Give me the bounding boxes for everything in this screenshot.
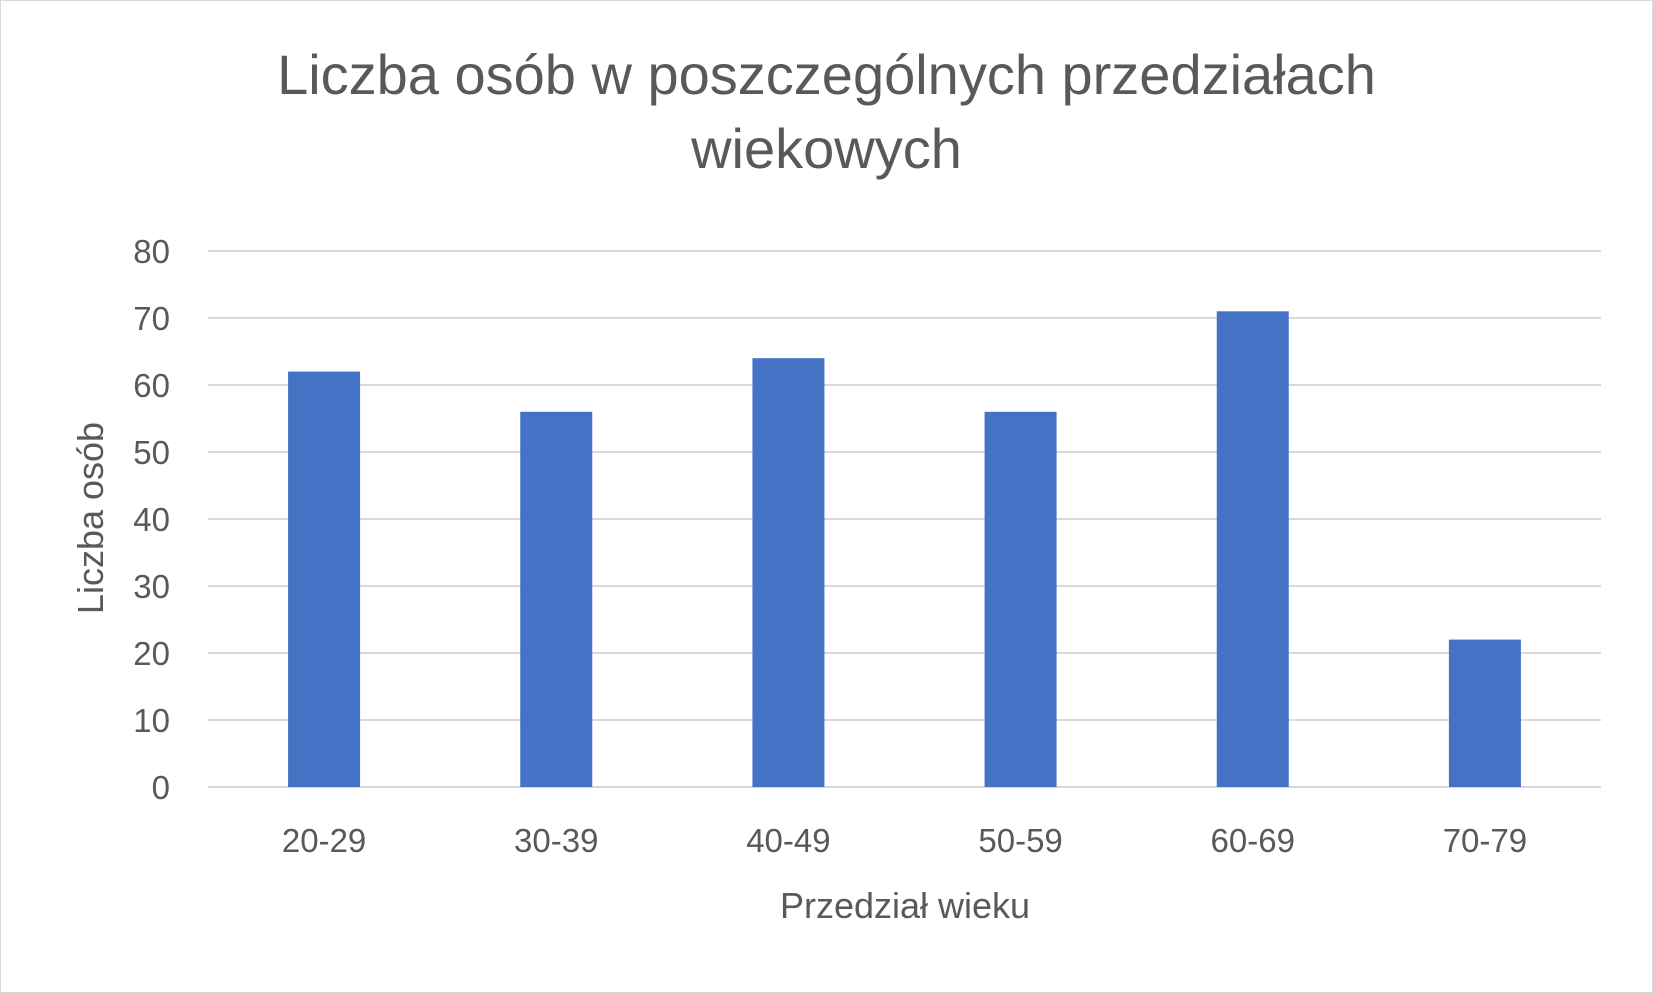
y-tick-label: 10: [133, 702, 170, 739]
y-tick-label: 50: [133, 434, 170, 471]
chart-title: Liczba osób w poszczególnych przedziałac…: [277, 43, 1376, 180]
x-tick-label: 60-69: [1211, 822, 1295, 859]
y-tick-label: 0: [152, 769, 170, 806]
x-tick-label: 50-59: [978, 822, 1062, 859]
bar-50-59: [984, 411, 1057, 787]
x-tick-label: 70-79: [1443, 822, 1527, 859]
y-tick-label: 40: [133, 501, 170, 538]
bar-40-49: [752, 358, 825, 787]
gridlines: [208, 250, 1601, 788]
bar-30-39: [520, 411, 593, 787]
x-tick-label: 30-39: [514, 822, 598, 859]
bars: [288, 311, 1521, 787]
x-tick-label: 20-29: [282, 822, 366, 859]
x-tick-labels: 20-29 30-39 40-49 50-59 60-69 70-79: [282, 822, 1527, 859]
y-tick-label: 20: [133, 635, 170, 672]
y-tick-label: 70: [133, 300, 170, 337]
x-axis-title: Przedział wieku: [780, 885, 1030, 926]
y-tick-label: 60: [133, 367, 170, 404]
bar-20-29: [288, 371, 361, 787]
bar-70-79: [1448, 639, 1521, 787]
x-tick-label: 40-49: [746, 822, 830, 859]
y-tick-label: 80: [133, 233, 170, 270]
bar-60-69: [1216, 311, 1289, 787]
y-axis-title: Liczba osób: [70, 422, 111, 614]
y-tick-labels: 0 10 20 30 40 50 60 70 80: [133, 233, 170, 806]
y-tick-label: 30: [133, 568, 170, 605]
